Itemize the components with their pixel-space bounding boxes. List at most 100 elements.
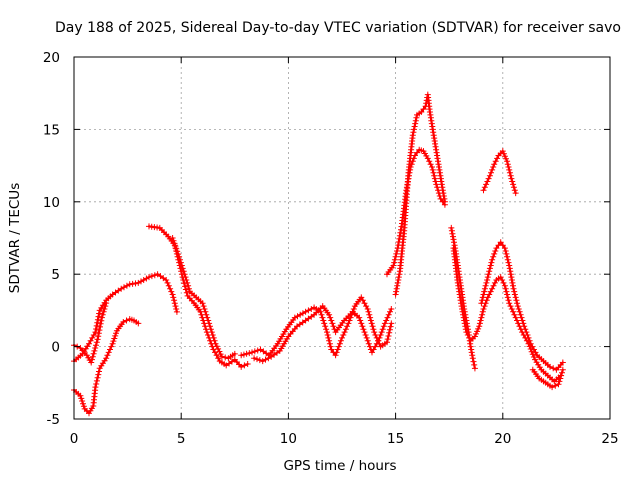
data-point-marker (212, 340, 219, 347)
chart-title: Day 188 of 2025, Sidereal Day-to-day VTE… (55, 20, 621, 36)
data-point-marker (390, 262, 397, 269)
data-point-marker (92, 384, 99, 391)
data-point-marker (412, 120, 419, 127)
data-point-marker (375, 337, 382, 344)
series-line (72, 318, 140, 415)
data-point-marker (489, 285, 496, 292)
series-line (482, 150, 517, 195)
data-point-marker (481, 285, 488, 292)
data-point-marker (504, 291, 511, 298)
data-point-marker (333, 349, 340, 356)
data-point-marker (503, 250, 510, 257)
data-point-marker (328, 317, 335, 324)
data-point-marker (91, 347, 98, 354)
y-tick-label: 20 (43, 50, 60, 66)
data-point-marker (511, 311, 518, 318)
data-point-marker (506, 262, 513, 269)
data-point-marker (345, 320, 352, 327)
data-point-marker (324, 332, 331, 338)
data-point-marker (97, 320, 104, 327)
data-point-marker (218, 353, 225, 360)
data-point-marker (513, 297, 520, 304)
data-point-marker (433, 181, 440, 188)
data-point-marker (93, 381, 100, 387)
plot-area (71, 91, 566, 417)
x-tick-label: 0 (70, 431, 79, 447)
data-point-marker (481, 288, 488, 295)
data-point-marker (209, 332, 216, 338)
data-point-marker (291, 314, 298, 321)
series-line (171, 236, 236, 360)
data-point-marker (327, 343, 334, 350)
data-point-marker (358, 320, 365, 327)
data-point-marker (489, 166, 496, 173)
data-point-marker (163, 277, 170, 283)
data-point-marker (184, 279, 191, 286)
data-point-marker (183, 277, 190, 283)
data-point-marker (469, 352, 476, 359)
data-point-marker (200, 303, 207, 310)
data-point-marker (363, 334, 370, 341)
data-point-marker (392, 253, 399, 260)
data-point-marker (481, 303, 488, 310)
data-point-marker (480, 187, 487, 194)
data-point-marker (334, 346, 341, 353)
data-point-marker (509, 279, 516, 286)
x-tick-label: 15 (387, 431, 404, 447)
data-point-marker (503, 155, 509, 162)
data-point-marker (464, 332, 471, 338)
data-point-marker (207, 323, 213, 330)
data-point-marker (477, 317, 484, 324)
data-point-marker (108, 343, 115, 350)
data-point-marker (515, 306, 522, 312)
data-point-marker (344, 323, 351, 330)
data-point-marker (357, 317, 364, 324)
data-point-marker (321, 320, 328, 327)
data-point-marker (441, 198, 448, 205)
data-point-marker (173, 245, 180, 252)
data-point-marker (95, 333, 102, 340)
data-point-marker (484, 277, 491, 283)
data-series-track-7 (251, 303, 395, 365)
data-point-marker (93, 342, 99, 349)
data-point-marker (552, 382, 559, 389)
series-line (480, 241, 564, 371)
data-point-marker (383, 317, 390, 324)
data-point-marker (367, 314, 374, 321)
data-point-marker (103, 355, 110, 362)
data-point-marker (481, 184, 488, 191)
data-point-marker (467, 343, 474, 350)
data-point-marker (201, 306, 208, 312)
data-point-marker (479, 308, 486, 315)
data-point-marker (365, 340, 372, 347)
data-point-marker (413, 114, 420, 121)
data-point-marker (485, 271, 492, 278)
data-point-marker (480, 291, 487, 298)
data-point-marker (451, 239, 457, 246)
data-point-marker (509, 178, 516, 185)
data-point-marker (411, 123, 418, 130)
data-point-marker (434, 184, 441, 191)
data-point-marker (205, 317, 212, 324)
data-point-marker (322, 323, 329, 330)
plot-frame (73, 56, 611, 420)
data-point-marker (500, 279, 507, 286)
data-point-marker (376, 334, 383, 341)
data-point-marker (370, 326, 377, 333)
data-point-marker (522, 326, 529, 333)
data-point-marker (505, 164, 512, 170)
data-point-marker (488, 259, 495, 266)
data-point-marker (506, 300, 513, 307)
data-point-marker (483, 279, 490, 286)
data-point-marker (511, 288, 518, 295)
data-point-marker (148, 273, 155, 280)
data-point-marker (517, 311, 524, 318)
data-point-marker (559, 369, 565, 376)
data-point-marker (96, 327, 103, 334)
data-point-marker (171, 297, 178, 304)
data-point-marker (320, 317, 327, 324)
data-point-marker (168, 288, 175, 295)
data-point-marker (409, 132, 416, 139)
data-point-marker (478, 300, 485, 307)
data-point-marker (121, 284, 127, 291)
